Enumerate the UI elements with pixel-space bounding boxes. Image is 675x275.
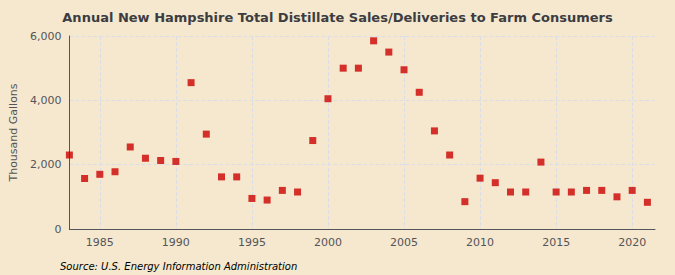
svg-text:1995: 1995 (238, 236, 266, 249)
svg-text:1985: 1985 (86, 236, 114, 249)
svg-text:2015: 2015 (542, 236, 570, 249)
svg-text:2005: 2005 (390, 236, 418, 249)
svg-text:Thousand Gallons: Thousand Gallons (7, 83, 20, 182)
svg-text:0: 0 (54, 223, 61, 236)
svg-text:2,000: 2,000 (30, 158, 62, 171)
svg-text:6,000: 6,000 (30, 30, 62, 43)
svg-text:4,000: 4,000 (30, 94, 62, 107)
svg-text:2010: 2010 (466, 236, 494, 249)
svg-text:Source: U.S. Energy Informatio: Source: U.S. Energy Information Administ… (60, 261, 297, 272)
svg-text:2000: 2000 (314, 236, 342, 249)
svg-text:1990: 1990 (162, 236, 190, 249)
svg-text:2020: 2020 (618, 236, 646, 249)
svg-text:Annual New Hampshire Total Dis: Annual New Hampshire Total Distillate Sa… (62, 10, 613, 25)
